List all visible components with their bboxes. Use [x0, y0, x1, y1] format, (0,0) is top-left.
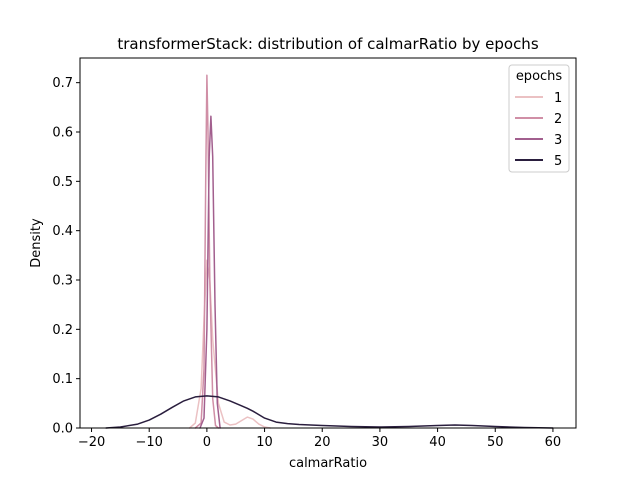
legend: epochs 1 2 3 5 [508, 64, 570, 173]
x-tick-label: 0 [203, 435, 211, 450]
x-tick-label: −20 [78, 435, 105, 450]
x-tick-label: 50 [487, 435, 504, 450]
series-line-3 [199, 115, 221, 429]
y-axis-label: Density [29, 218, 44, 268]
x-tick-label: −10 [135, 435, 162, 450]
y-tick-label: 0.3 [52, 274, 73, 289]
legend-label: 1 [554, 91, 562, 106]
x-tick-label: 20 [314, 435, 331, 450]
chart-title: transformerStack: distribution of calmar… [117, 35, 538, 53]
y-tick-label: 0.4 [52, 224, 73, 239]
x-tick-label: 40 [429, 435, 446, 450]
y-tick-label: 0.0 [52, 422, 73, 437]
y-ticks: 0.0 0.1 0.2 0.3 0.4 0.5 0.6 0.7 [52, 76, 80, 437]
legend-label: 3 [554, 133, 562, 148]
y-tick-label: 0.2 [52, 323, 73, 338]
legend-label: 2 [554, 112, 562, 127]
x-axis-label: calmarRatio [289, 456, 367, 471]
legend-title: epochs [516, 69, 563, 84]
series-line-5 [105, 395, 554, 429]
axes-frame [79, 57, 577, 429]
y-tick-label: 0.7 [52, 76, 73, 91]
x-tick-label: 30 [372, 435, 389, 450]
legend-label: 5 [554, 154, 562, 169]
y-tick-label: 0.5 [52, 175, 73, 190]
y-tick-label: 0.1 [52, 372, 73, 387]
x-tick-label: 60 [545, 435, 562, 450]
x-ticks: −20 −10 0 10 20 30 40 50 60 [78, 428, 561, 450]
y-tick-label: 0.6 [52, 126, 73, 141]
plot-lines [105, 74, 554, 429]
series-line-1 [188, 259, 272, 429]
x-tick-label: 10 [256, 435, 273, 450]
